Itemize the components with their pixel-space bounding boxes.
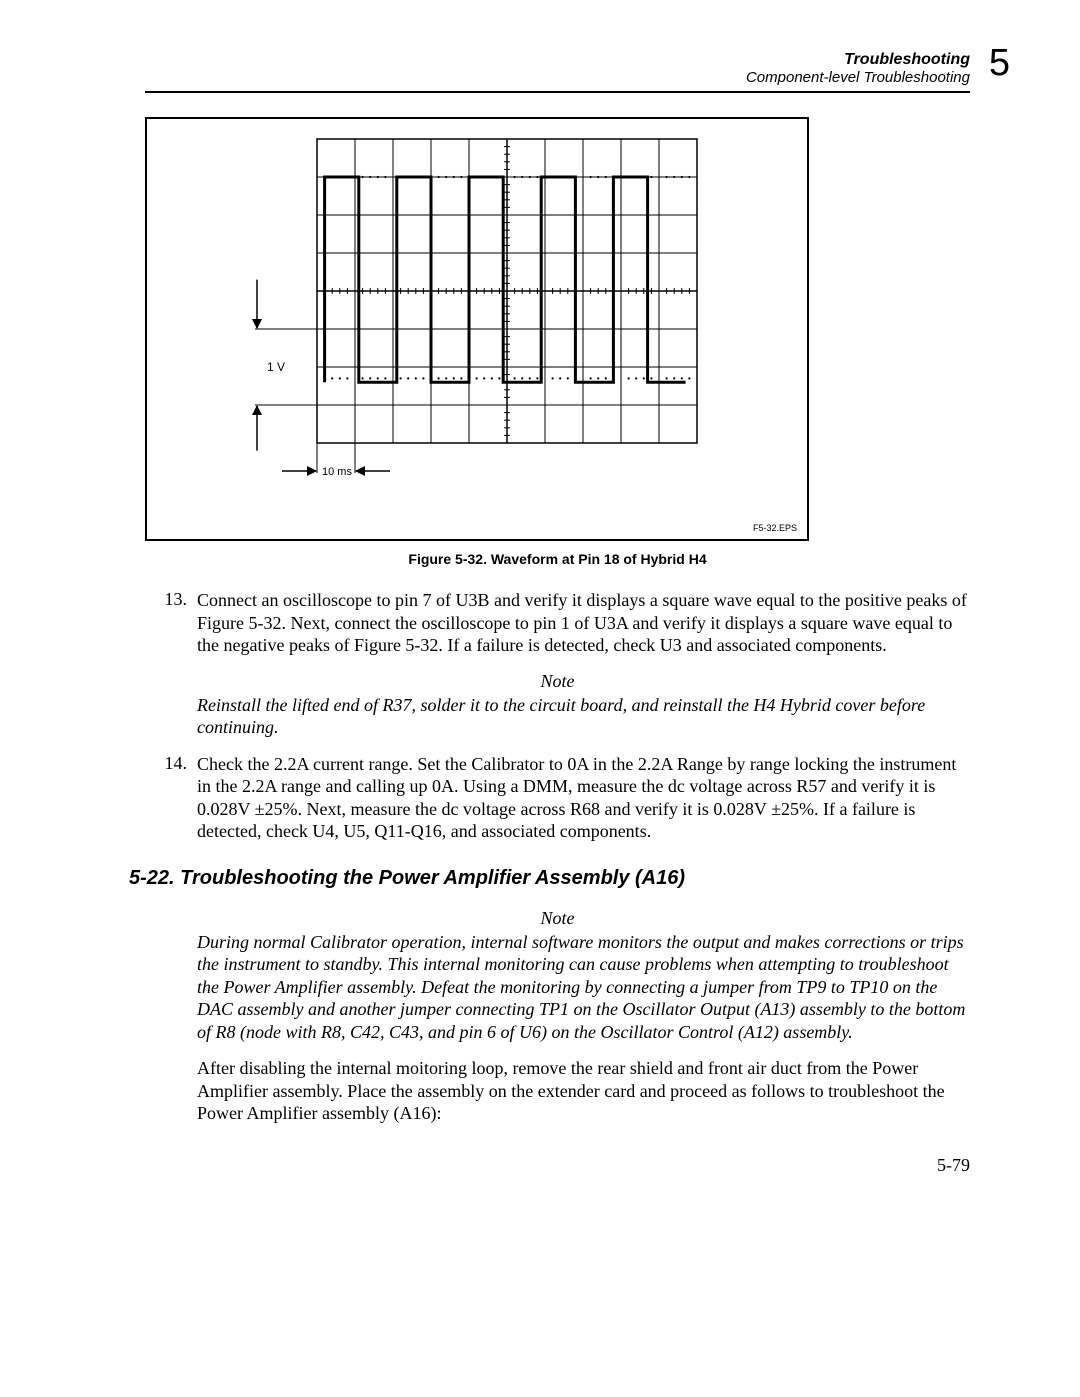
page-number: 5-79 bbox=[145, 1155, 970, 1176]
figure-eps-label: F5-32.EPS bbox=[753, 523, 797, 533]
oscilloscope-waveform: 1 V 10 ms bbox=[147, 119, 803, 535]
step-13: 13. Connect an oscilloscope to pin 7 of … bbox=[145, 589, 970, 657]
step-text: Connect an oscilloscope to pin 7 of U3B … bbox=[197, 589, 970, 657]
step-text: Check the 2.2A current range. Set the Ca… bbox=[197, 753, 970, 843]
header-subtitle: Component-level Troubleshooting bbox=[145, 69, 970, 87]
note-heading: Note bbox=[145, 908, 970, 929]
svg-text:10 ms: 10 ms bbox=[322, 466, 352, 478]
chapter-number: 5 bbox=[989, 44, 1010, 82]
note-body: During normal Calibrator operation, inte… bbox=[197, 931, 970, 1044]
note-body: Reinstall the lifted end of R37, solder … bbox=[197, 694, 970, 739]
section-heading: 5-22. Troubleshooting the Power Amplifie… bbox=[129, 867, 970, 890]
figure-caption: Figure 5-32. Waveform at Pin 18 of Hybri… bbox=[145, 551, 970, 567]
header-title: Troubleshooting bbox=[145, 50, 970, 69]
svg-text:1 V: 1 V bbox=[267, 360, 285, 374]
step-14: 14. Check the 2.2A current range. Set th… bbox=[145, 753, 970, 843]
note-heading: Note bbox=[145, 671, 970, 692]
section-paragraph: After disabling the internal moitoring l… bbox=[197, 1057, 970, 1125]
step-number: 13. bbox=[145, 589, 197, 657]
step-number: 14. bbox=[145, 753, 197, 843]
figure-5-32: 1 V 10 ms F5-32.EPS bbox=[145, 117, 809, 541]
page-header: Troubleshooting Component-level Troubles… bbox=[145, 50, 970, 93]
page: Troubleshooting Component-level Troubles… bbox=[0, 0, 1080, 1236]
